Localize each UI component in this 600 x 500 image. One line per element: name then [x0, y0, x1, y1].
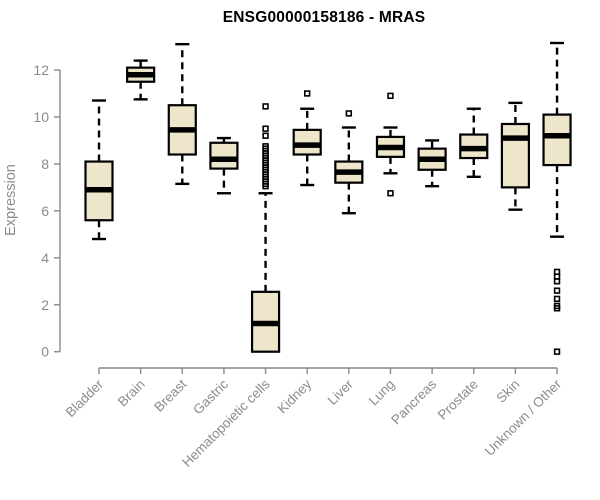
y-tick-label: 6 — [41, 203, 49, 219]
outlier-point — [262, 125, 269, 132]
boxplot-bladder — [84, 99, 114, 241]
y-tick-label: 4 — [41, 250, 49, 266]
y-tick-label: 0 — [41, 344, 49, 360]
boxplot-brain — [126, 59, 156, 101]
boxplot-gastric — [209, 136, 239, 195]
outlier-point — [387, 92, 394, 100]
boxplot-kidney — [292, 90, 322, 187]
y-tick-label: 10 — [33, 109, 49, 125]
x-category-label: Brain — [115, 377, 148, 410]
y-tick-label: 2 — [41, 297, 49, 313]
x-category-label: Bladder — [63, 376, 107, 420]
x-category-label: Pancreas — [388, 376, 439, 427]
outlier-point — [345, 110, 353, 117]
x-category-label: Liver — [325, 376, 357, 408]
y-axis-title: Expression — [3, 164, 19, 236]
box-rect — [500, 122, 530, 189]
outlier-point — [262, 132, 269, 139]
x-category-label: Prostate — [435, 377, 481, 423]
boxplot-unknown-other — [542, 41, 572, 355]
x-category-label: Lung — [366, 377, 398, 409]
outlier-point — [553, 348, 561, 355]
y-tick-label: 12 — [33, 62, 49, 78]
outlier-point — [262, 103, 269, 110]
x-category-label: Unknown / Other — [482, 376, 565, 459]
x-category-label: Kidney — [275, 376, 315, 416]
boxplot-breast — [167, 42, 197, 186]
outlier-point — [553, 278, 561, 285]
outlier-point — [262, 183, 269, 190]
y-tick-label: 8 — [41, 156, 49, 172]
outlier-point — [553, 305, 561, 312]
x-category-label: Breast — [151, 376, 189, 414]
boxplot-prostate — [459, 107, 489, 179]
outlier-point — [553, 287, 561, 294]
boxplot-skin — [500, 101, 530, 211]
x-category-label: Skin — [493, 377, 522, 406]
box-rect — [292, 128, 322, 156]
box-rect — [209, 141, 239, 170]
x-category-label: Gastric — [190, 376, 231, 417]
chart-title: ENSG00000158186 - MRAS — [222, 9, 426, 26]
outlier-point — [553, 295, 561, 303]
boxplot-pancreas — [417, 139, 447, 188]
boxplot-hematopoietic-cells — [250, 103, 281, 353]
outlier-point — [303, 90, 311, 97]
boxplot-liver — [334, 110, 364, 215]
boxplot-lung — [375, 92, 406, 197]
box-rect — [542, 113, 572, 167]
outlier-point — [387, 190, 394, 197]
